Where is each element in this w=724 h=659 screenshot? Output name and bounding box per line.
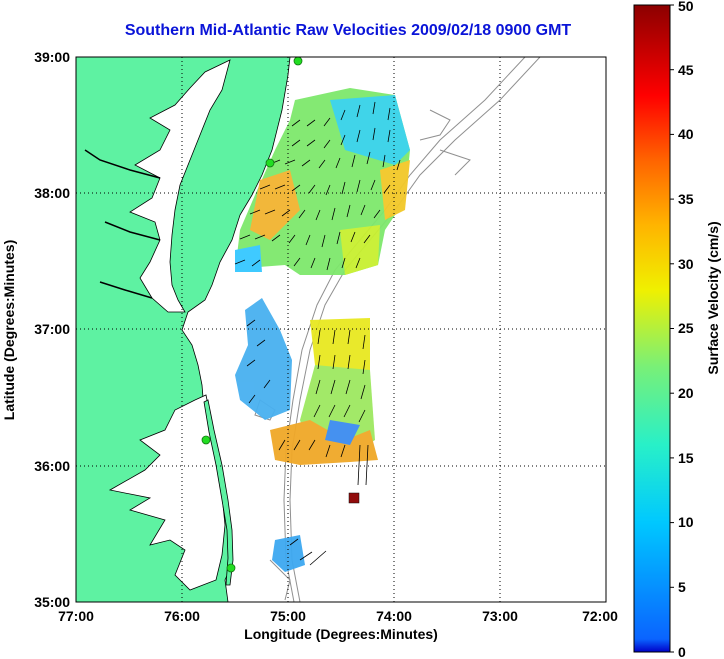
x-tick-label: 75:00: [270, 608, 306, 624]
colorbar-tick-label: 45: [678, 62, 694, 78]
colorbar-tick-label: 15: [678, 450, 694, 466]
colorbar-tick-label: 50: [678, 0, 694, 14]
map-title: Southern Mid-Atlantic Raw Velocities 200…: [124, 22, 572, 39]
colorbar-tick-label: 0: [678, 644, 686, 659]
y-tick-label: 37:00: [34, 321, 70, 337]
river-rappahannock: [104, 221, 161, 241]
colorbar-tick-label: 40: [678, 126, 694, 142]
station-marker: [265, 158, 275, 168]
chesapeake-bay: [129, 59, 231, 313]
y-tick-label: 36:00: [34, 458, 70, 474]
grid-lines: [76, 57, 606, 602]
colorbar-title: Surface Velocity (cm/s): [705, 221, 721, 374]
colorbar-tick-label: 35: [678, 191, 694, 207]
x-tick-label: 73:00: [482, 608, 518, 624]
colorbar-tick-label: 10: [678, 514, 694, 530]
x-tick-label: 77:00: [58, 608, 94, 624]
x-axis: 77:00 76:00 75:00 74:00 73:00 72:00: [58, 608, 618, 624]
station-marker: [293, 57, 303, 66]
colorbar-tick-label: 5: [678, 579, 686, 595]
coastal-stations: [201, 57, 303, 573]
velocity-arrows: [234, 101, 401, 566]
y-tick-label: 38:00: [34, 185, 70, 201]
y-axis: 39:00 38:00 37:00 36:00 35:00: [34, 49, 70, 610]
y-axis-title: Latitude (Degrees:Minutes): [1, 240, 17, 420]
x-tick-label: 72:00: [582, 608, 618, 624]
x-tick-label: 76:00: [164, 608, 200, 624]
pamlico-sound: [108, 394, 226, 591]
colorbar-tick-label: 30: [678, 256, 694, 272]
colorbar-labels: 0 5 10 15 20 25 30 35 40 45 50: [678, 0, 694, 659]
y-tick-label: 39:00: [34, 49, 70, 65]
colorbar: [633, 4, 671, 653]
x-tick-label: 74:00: [376, 608, 412, 624]
colorbar-tick-label: 20: [678, 385, 694, 401]
colorbar-ticks: [670, 4, 674, 653]
river-potomac: [84, 149, 161, 179]
river-james: [99, 281, 153, 299]
bathymetry-contours: [254, 57, 541, 602]
plot-frame: [75, 56, 607, 603]
y-tick-label: 35:00: [34, 594, 70, 610]
station-marker: [226, 563, 236, 573]
x-axis-title: Longitude (Degrees:Minutes): [244, 626, 438, 642]
colorbar-tick-label: 25: [678, 320, 694, 336]
station-marker: [201, 435, 211, 445]
